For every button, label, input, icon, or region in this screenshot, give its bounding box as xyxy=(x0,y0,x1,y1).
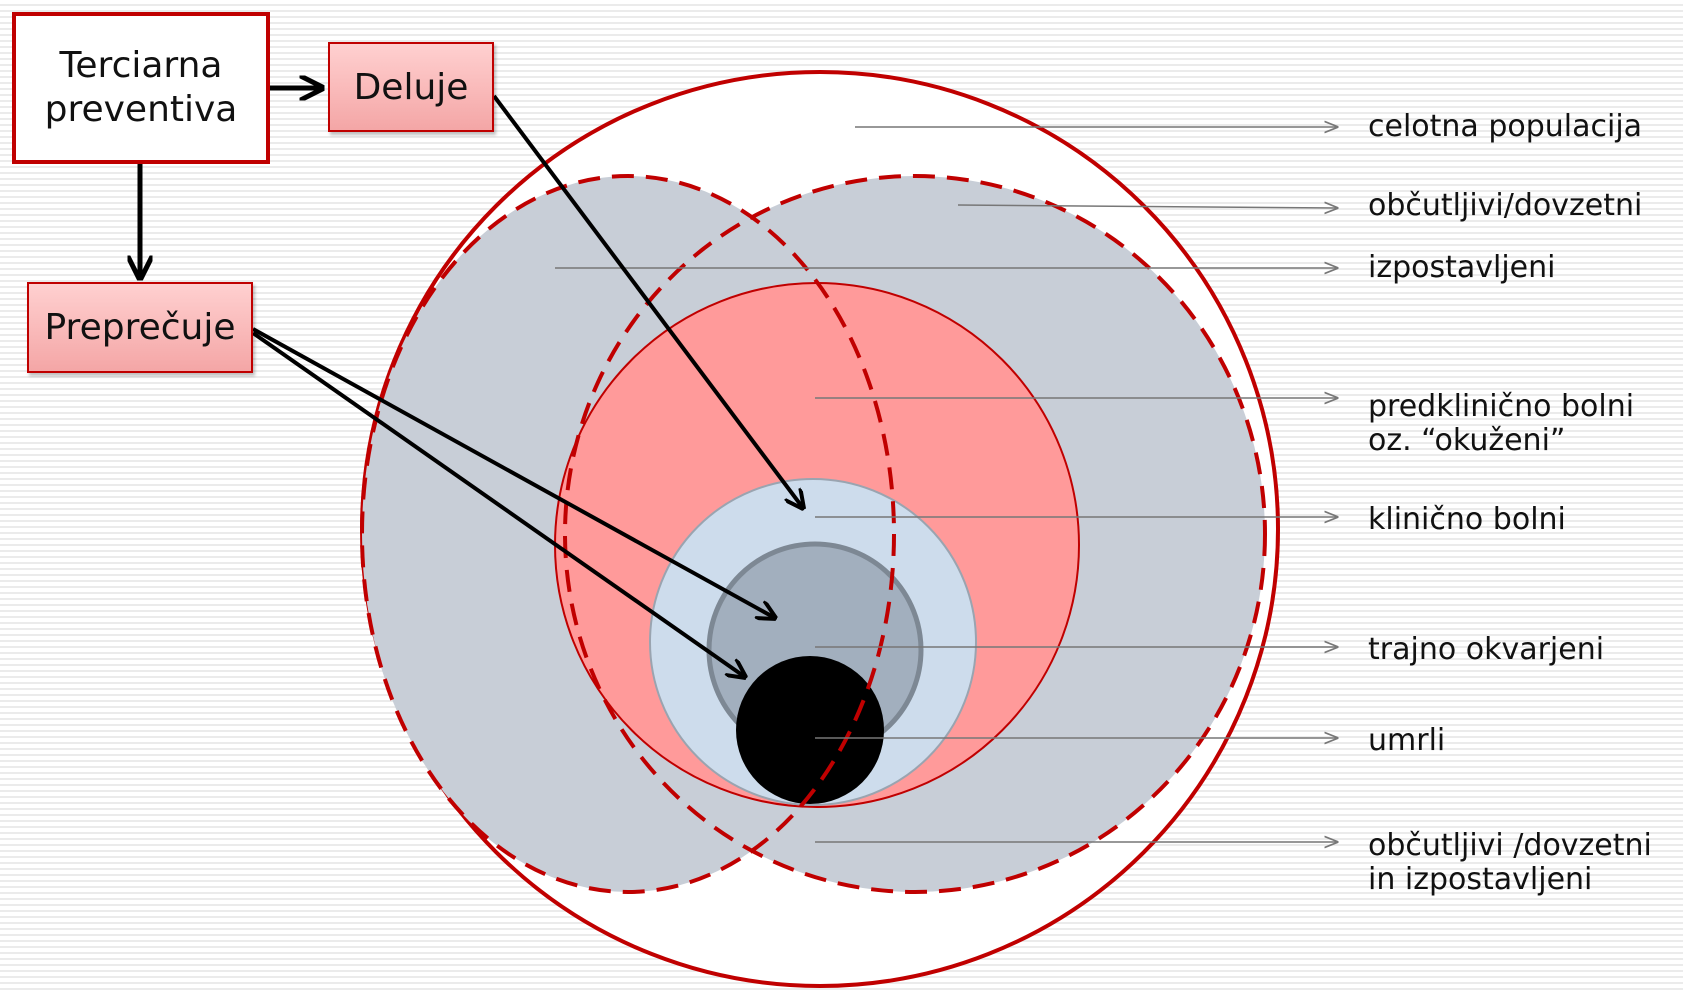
label-dead: umrli xyxy=(1368,724,1445,758)
label-permanently-damaged: trajno okvarjeni xyxy=(1368,633,1604,667)
tertiary-prevention-box: Terciarna preventiva xyxy=(12,12,270,164)
dead-circle xyxy=(736,656,884,804)
label-preclinical-line-2: oz. “okuženi” xyxy=(1368,424,1634,458)
acts-label: Deluje xyxy=(354,67,469,108)
acts-box: Deluje xyxy=(328,42,494,132)
label-susceptible-exposed-line-1: občutljivi /dovzetni xyxy=(1368,829,1652,863)
label-susceptible: občutljivi/dovzetni xyxy=(1368,189,1642,223)
tertiary-line-2: preventiva xyxy=(45,88,238,132)
label-clinical: klinično bolni xyxy=(1368,503,1566,537)
label-whole-population: celotna populacija xyxy=(1368,110,1642,144)
label-susceptible-exposed: občutljivi /dovzetni in izpostavljeni xyxy=(1368,829,1652,897)
prevents-label: Preprečuje xyxy=(44,307,235,348)
label-susceptible-exposed-line-2: in izpostavljeni xyxy=(1368,863,1652,897)
label-exposed: izpostavljeni xyxy=(1368,251,1556,285)
tertiary-line-1: Terciarna xyxy=(60,44,223,88)
label-preclinical: predklinično bolni oz. “okuženi” xyxy=(1368,390,1634,458)
label-preclinical-line-1: predklinično bolni xyxy=(1368,390,1634,424)
prevents-box: Preprečuje xyxy=(27,282,253,373)
